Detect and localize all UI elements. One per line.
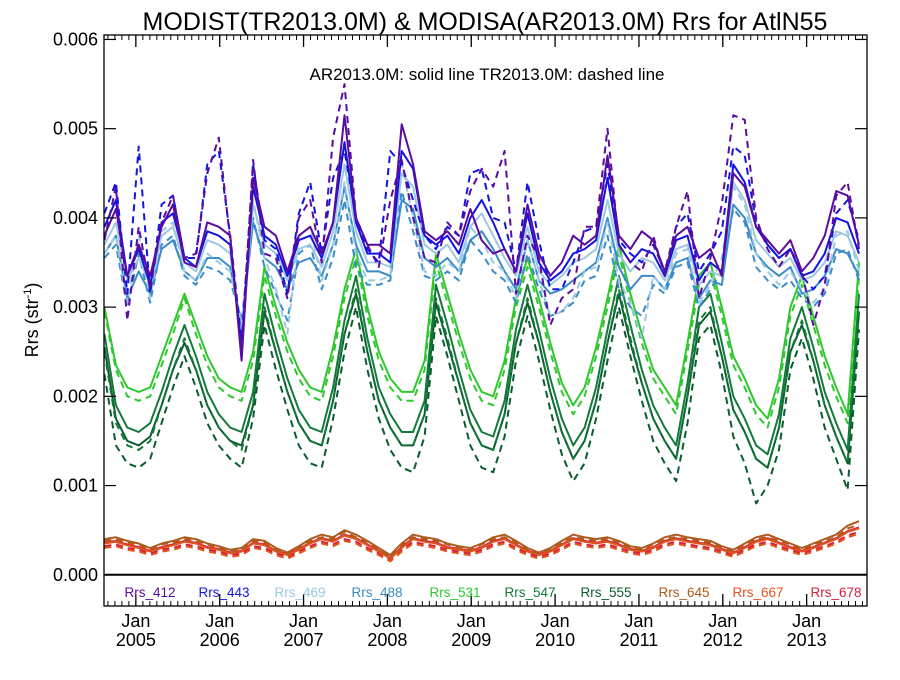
y-tick-label: 0.006 (53, 29, 98, 49)
y-axis-label-close: ) (22, 283, 42, 289)
legend-entry-rrs-469: Rrs_469 (274, 585, 325, 600)
series-line-rrs-412-dashed (103, 83, 860, 353)
x-tick-label-year: 2007 (284, 630, 324, 650)
series-line-rrs-667-solid (104, 527, 860, 560)
series-group (103, 83, 860, 563)
y-axis-label-main: Rrs (str (22, 298, 42, 357)
x-tick-label-year: 2011 (620, 630, 659, 650)
series-line-rrs-412-solid (103, 114, 860, 362)
series-line-rrs-488-solid (103, 185, 860, 326)
x-tick-label-year: 2009 (451, 630, 491, 650)
y-tick-label: 0.004 (53, 208, 98, 228)
legend-entry-rrs-531: Rrs_531 (429, 585, 480, 600)
y-axis: 0.000 0.001 0.002 0.003 0.004 0.005 0.006 (53, 29, 867, 585)
legend-entry-rrs-645: Rrs_645 (658, 585, 709, 600)
series-line-rrs-667-dashed (104, 532, 860, 563)
legend-entry-rrs-555: Rrs_555 (580, 585, 631, 600)
x-tick-label-year: 2005 (116, 630, 156, 650)
x-tick-label-month: Jan (792, 611, 821, 631)
legend-entry-rrs-443: Rrs_443 (198, 585, 249, 600)
x-tick-label-month: Jan (121, 611, 150, 631)
x-tick-label-month: Jan (708, 611, 737, 631)
x-tick-label-month: Jan (457, 611, 486, 631)
y-tick-label: 0.002 (53, 386, 98, 406)
legend-entry-rrs-667: Rrs_667 (732, 585, 783, 600)
y-tick-label: 0.005 (53, 119, 98, 139)
legend-entry-rrs-678: Rrs_678 (810, 585, 861, 600)
chart-subtitle: AR2013.0M: solid line TR2013.0M: dashed … (309, 65, 664, 84)
x-tick-label-month: Jan (373, 611, 402, 631)
series-line-rrs-531-dashed (103, 252, 860, 429)
series-line-rrs-555-dashed (103, 306, 860, 505)
series-line-rrs-547-dashed (103, 288, 860, 469)
series-line-rrs-488-dashed (103, 190, 860, 322)
x-axis: Jan2005Jan2006Jan2007Jan2008Jan2009Jan20… (107, 35, 864, 650)
legend: Rrs_412 Rrs_443 Rrs_469 Rrs_488 Rrs_531 Rrs_5… (124, 585, 861, 600)
series-line-rrs-678-dashed (104, 530, 860, 561)
x-tick-label-month: Jan (624, 611, 653, 631)
legend-entry-rrs-488: Rrs_488 (351, 585, 402, 600)
x-tick-label-month: Jan (205, 611, 234, 631)
legend-entry-rrs-412: Rrs_412 (124, 585, 175, 600)
x-tick-label-year: 2012 (703, 630, 743, 650)
x-tick-label-year: 2006 (200, 630, 240, 650)
y-tick-label: 0.000 (53, 565, 98, 585)
x-tick-label-year: 2008 (367, 630, 407, 650)
legend-entry-rrs-547: Rrs_547 (504, 585, 555, 600)
y-axis-label: Rrs (str-1) (22, 283, 42, 358)
x-tick-label-month: Jan (541, 611, 570, 631)
x-tick-label-year: 2010 (535, 630, 575, 650)
series-line-rrs-645-solid (104, 520, 860, 557)
x-tick-label-month: Jan (289, 611, 318, 631)
y-tick-label: 0.001 (53, 476, 98, 496)
series-line-rrs-547-solid (103, 274, 860, 456)
series-line-rrs-531-solid (103, 243, 860, 420)
y-tick-label: 0.003 (53, 297, 98, 317)
y-axis-label-sup: -1 (22, 289, 34, 299)
chart-title: MODIST(TR2013.0M) & MODISA(AR2013.0M) Rr… (143, 8, 828, 36)
x-tick-label-year: 2013 (787, 630, 827, 650)
